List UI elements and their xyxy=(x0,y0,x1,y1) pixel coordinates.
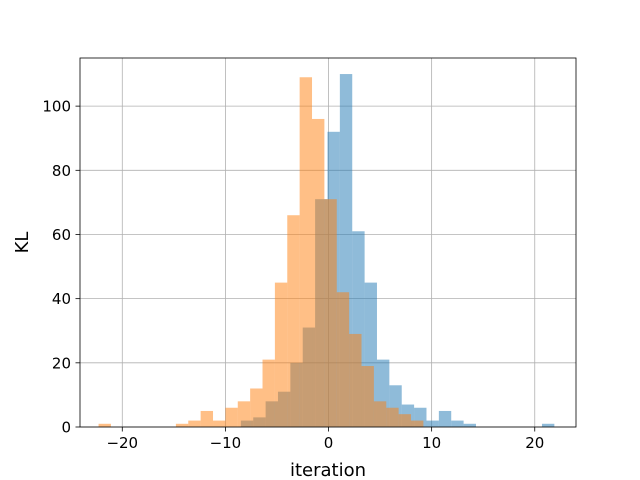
y-tick-label: 20 xyxy=(52,354,71,372)
y-tick-label: 100 xyxy=(42,98,71,116)
histogram-bar xyxy=(287,215,300,427)
histogram-bar xyxy=(373,401,387,427)
plot-frame xyxy=(79,57,577,428)
histogram-bar xyxy=(98,423,111,427)
histogram-bar xyxy=(312,118,325,428)
histogram-bar xyxy=(225,407,238,427)
histogram-bar xyxy=(398,414,412,427)
histogram-bar xyxy=(411,420,424,427)
x-tick-label: −20 xyxy=(106,434,138,452)
y-tick-label: 0 xyxy=(61,419,71,437)
histogram-bar xyxy=(200,410,214,427)
histogram-bar xyxy=(250,388,263,427)
histogram-bar xyxy=(361,366,374,427)
y-tick-label: 40 xyxy=(52,290,71,308)
y-axis-label: KL xyxy=(12,232,33,254)
histogram-bar xyxy=(336,292,350,427)
histogram-bar xyxy=(438,410,452,427)
histogram-bar xyxy=(451,420,464,427)
histogram-bar xyxy=(324,199,337,427)
x-tick-label: 0 xyxy=(324,434,334,452)
histogram-bar xyxy=(175,423,189,427)
histogram-bar xyxy=(213,420,226,427)
x-tick-label: 10 xyxy=(422,434,441,452)
histogram-bar xyxy=(262,359,275,427)
histogram-bar xyxy=(463,423,476,427)
histogram-bar xyxy=(541,423,555,427)
histogram-bar xyxy=(299,77,313,428)
histogram-bar xyxy=(237,401,251,427)
y-tick-label: 60 xyxy=(52,226,71,244)
x-tick-label: −10 xyxy=(210,434,242,452)
histogram-bar xyxy=(274,282,288,427)
axis-ticks: −20 −10 0 10 20 0 20 40 60 80 100 xyxy=(42,98,544,452)
histogram-bar xyxy=(188,420,201,427)
histogram-bars xyxy=(98,74,555,428)
histogram-bar xyxy=(386,407,399,427)
x-axis-label: iteration xyxy=(290,460,366,480)
x-tick-label: 20 xyxy=(525,434,544,452)
histogram-bar xyxy=(349,333,362,427)
histogram-bar xyxy=(426,420,439,427)
y-tick-label: 80 xyxy=(52,162,71,180)
